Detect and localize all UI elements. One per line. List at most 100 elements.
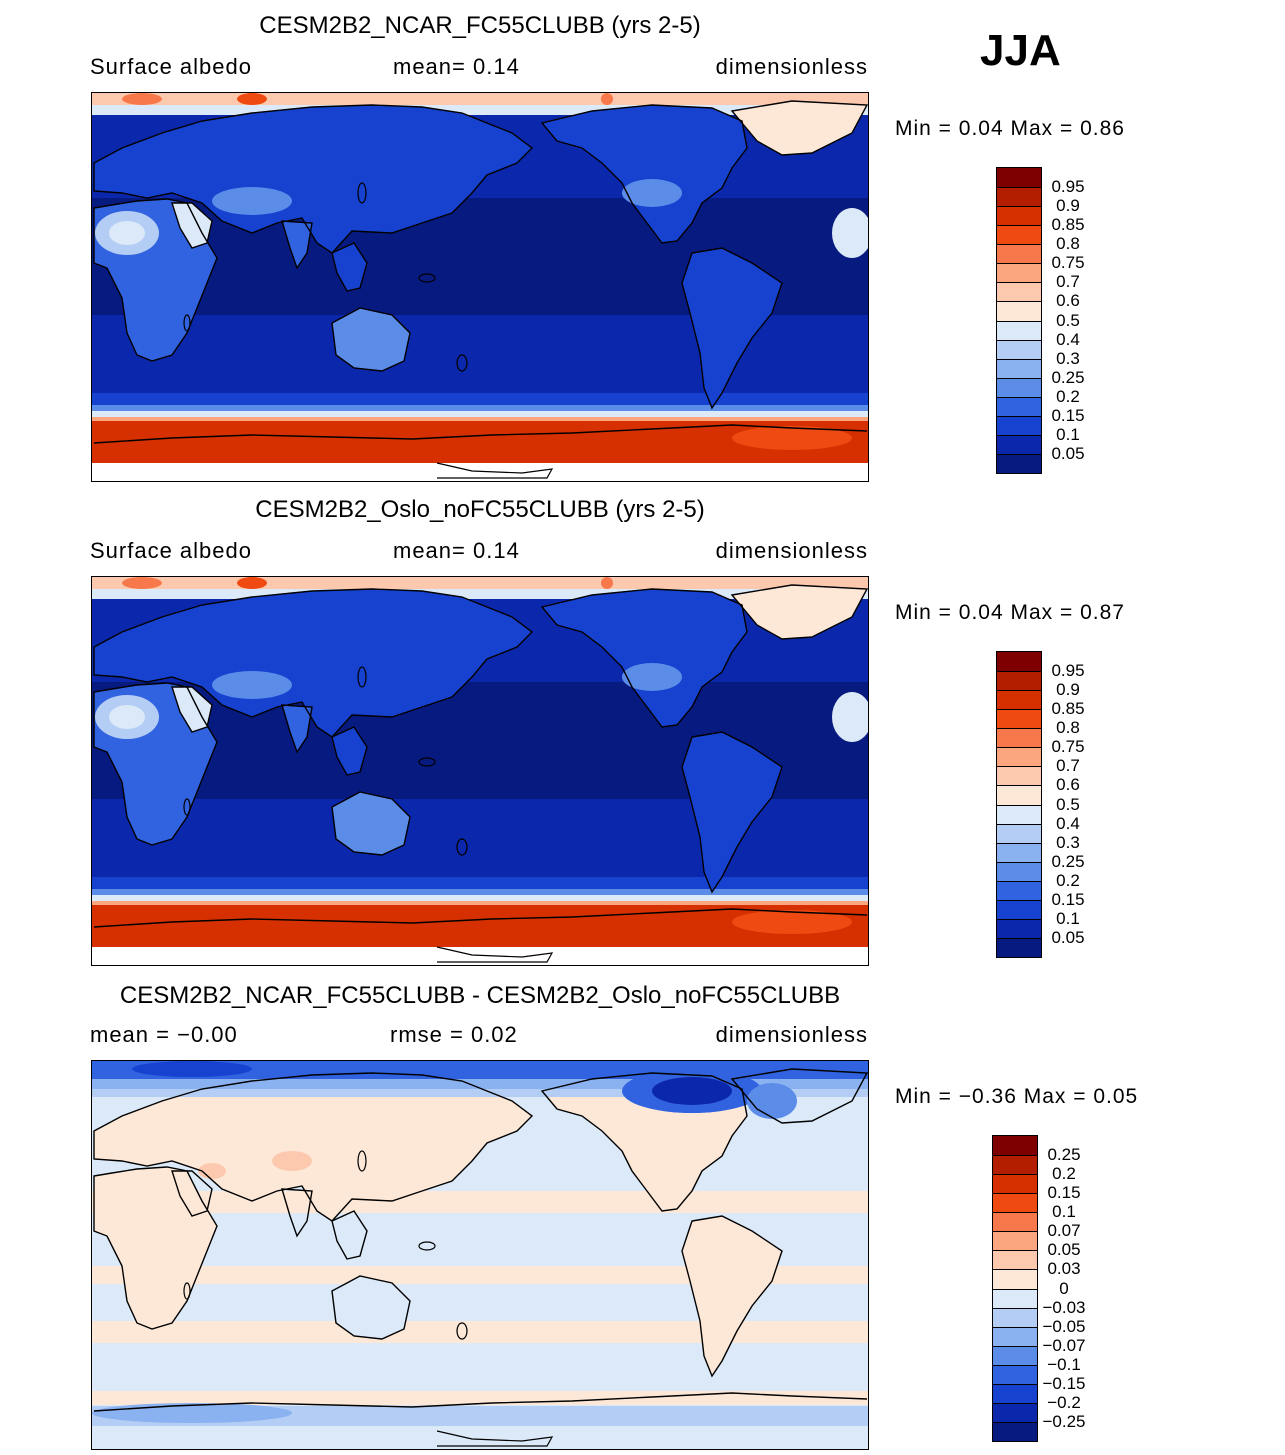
colorbar-swatch [997, 225, 1041, 245]
panel-1-units-label: dimensionless [715, 54, 868, 79]
colorbar-tick-label: 0.1 [1056, 908, 1080, 928]
colorbar-tick-label: 0.8 [1056, 718, 1080, 738]
colorbar-tick-label: 0.7 [1056, 756, 1080, 776]
colorbar-tick-label: 0.7 [1056, 272, 1080, 292]
panel-1-map-svg [92, 93, 868, 481]
colorbar-swatch [993, 1326, 1037, 1346]
colorbar-tick-label: 0.3 [1056, 832, 1080, 852]
colorbar-swatch [997, 785, 1041, 805]
colorbar-swatch [993, 1307, 1037, 1327]
colorbar-tick-label: 0.05 [1051, 927, 1085, 947]
colorbar-tick-label: −0.03 [1042, 1297, 1086, 1317]
colorbar-tick-label: 0.5 [1056, 310, 1080, 330]
colorbar-swatch [997, 244, 1041, 264]
colorbar-tick-label: 0 [1059, 1278, 1069, 1298]
colorbar-tick-label: 0.15 [1047, 1183, 1081, 1203]
panel-3-title: CESM2B2_NCAR_FC55CLUBB - CESM2B2_Oslo_no… [119, 982, 841, 1009]
colorbar-tick-label: 0.3 [1056, 348, 1080, 368]
colorbar-tick-label: 0.2 [1056, 386, 1080, 406]
colorbar-tick-label: 0.4 [1056, 329, 1080, 349]
colorbar-tick-label: 0.1 [1052, 1202, 1076, 1222]
colorbar-tick-label: 0.6 [1056, 775, 1080, 795]
panel-2-colorbar [996, 651, 1042, 958]
colorbar-tick-label: 0.25 [1051, 851, 1085, 871]
colorbar-swatch [993, 1231, 1037, 1251]
colorbar-swatch [997, 187, 1041, 207]
colorbar-swatch [997, 728, 1041, 748]
colorbar-swatch [993, 1421, 1037, 1441]
colorbar-tick-label: −0.2 [1047, 1392, 1081, 1412]
colorbar-tick-label: 0.05 [1047, 1240, 1081, 1260]
panel-2-variable-label: Surface albedo [90, 538, 252, 563]
colorbar-swatch [993, 1345, 1037, 1365]
colorbar-swatch [997, 690, 1041, 710]
colorbar-tick-label: −0.07 [1042, 1335, 1086, 1355]
panel-1-colorbar [996, 167, 1042, 474]
colorbar-swatch [997, 823, 1041, 843]
panel-3-colorbar [992, 1135, 1038, 1442]
panel-2-units-label: dimensionless [715, 538, 868, 563]
colorbar-tick-label: −0.15 [1042, 1373, 1086, 1393]
colorbar-swatch [997, 396, 1041, 416]
colorbar-swatch [993, 1402, 1037, 1422]
colorbar-swatch [993, 1193, 1037, 1213]
colorbar-swatch [997, 263, 1041, 283]
colorbar-swatch [997, 377, 1041, 397]
colorbar-swatch [997, 709, 1041, 729]
panel-3-map-svg [92, 1061, 868, 1449]
panel-2-map-svg [92, 577, 868, 965]
colorbar-tick-label: −0.05 [1042, 1316, 1086, 1336]
colorbar-swatch [997, 747, 1041, 767]
season-label: JJA [980, 26, 1061, 75]
colorbar-tick-label: 0.5 [1056, 794, 1080, 814]
colorbar-swatch [993, 1269, 1037, 1289]
colorbar-tick-label: 0.15 [1051, 889, 1085, 909]
panel-1-map [91, 92, 869, 482]
colorbar-swatch [997, 899, 1041, 919]
colorbar-swatch [997, 671, 1041, 691]
panel-1-minmax-label: Min = 0.04 Max = 0.86 [895, 117, 1125, 140]
colorbar-tick-label: 0.6 [1056, 291, 1080, 311]
colorbar-tick-label: 0.07 [1047, 1221, 1081, 1241]
colorbar-tick-label: 0.15 [1051, 405, 1085, 425]
colorbar-tick-label: 0.05 [1051, 443, 1085, 463]
panel-2-map [91, 576, 869, 966]
colorbar-swatch [997, 358, 1041, 378]
colorbar-tick-label: 0.03 [1047, 1259, 1081, 1279]
colorbar-swatch [997, 880, 1041, 900]
colorbar-swatch [997, 282, 1041, 302]
colorbar-swatch [997, 415, 1041, 435]
colorbar-tick-label: 0.25 [1047, 1145, 1081, 1165]
colorbar-swatch [997, 339, 1041, 359]
colorbar-swatch [993, 1383, 1037, 1403]
colorbar-tick-label: −0.25 [1042, 1411, 1086, 1431]
colorbar-swatch [997, 301, 1041, 321]
panel-3-rmse-label: rmse = 0.02 [390, 1022, 518, 1047]
colorbar-tick-label: 0.75 [1051, 737, 1085, 757]
colorbar-tick-label: −0.1 [1047, 1354, 1081, 1374]
panel-3-map [91, 1060, 869, 1450]
colorbar-swatch [997, 434, 1041, 454]
panel-1-variable-label: Surface albedo [90, 54, 252, 79]
colorbar-swatch [993, 1155, 1037, 1175]
colorbar-swatch [997, 842, 1041, 862]
colorbar-swatch [997, 804, 1041, 824]
colorbar-swatch [997, 861, 1041, 881]
colorbar-tick-label: 0.95 [1051, 661, 1085, 681]
colorbar-swatch [997, 453, 1041, 473]
colorbar-tick-label: 0.9 [1056, 196, 1080, 216]
colorbar-tick-label: 0.25 [1051, 367, 1085, 387]
colorbar-swatch [997, 320, 1041, 340]
panel-2-title: CESM2B2_Oslo_noFC55CLUBB (yrs 2-5) [255, 496, 705, 523]
panel-2-minmax-label: Min = 0.04 Max = 0.87 [895, 601, 1125, 624]
panel-3-minmax-label: Min = −0.36 Max = 0.05 [895, 1085, 1139, 1108]
colorbar-tick-label: 0.85 [1051, 699, 1085, 719]
colorbar-tick-label: 0.8 [1056, 234, 1080, 254]
colorbar-tick-label: 0.4 [1056, 813, 1080, 833]
colorbar-swatch [993, 1136, 1037, 1156]
colorbar-swatch [993, 1174, 1037, 1194]
panel-2-mean-label: mean= 0.14 [393, 538, 520, 563]
colorbar-swatch [997, 937, 1041, 957]
colorbar-swatch [997, 918, 1041, 938]
colorbar-swatch [997, 766, 1041, 786]
